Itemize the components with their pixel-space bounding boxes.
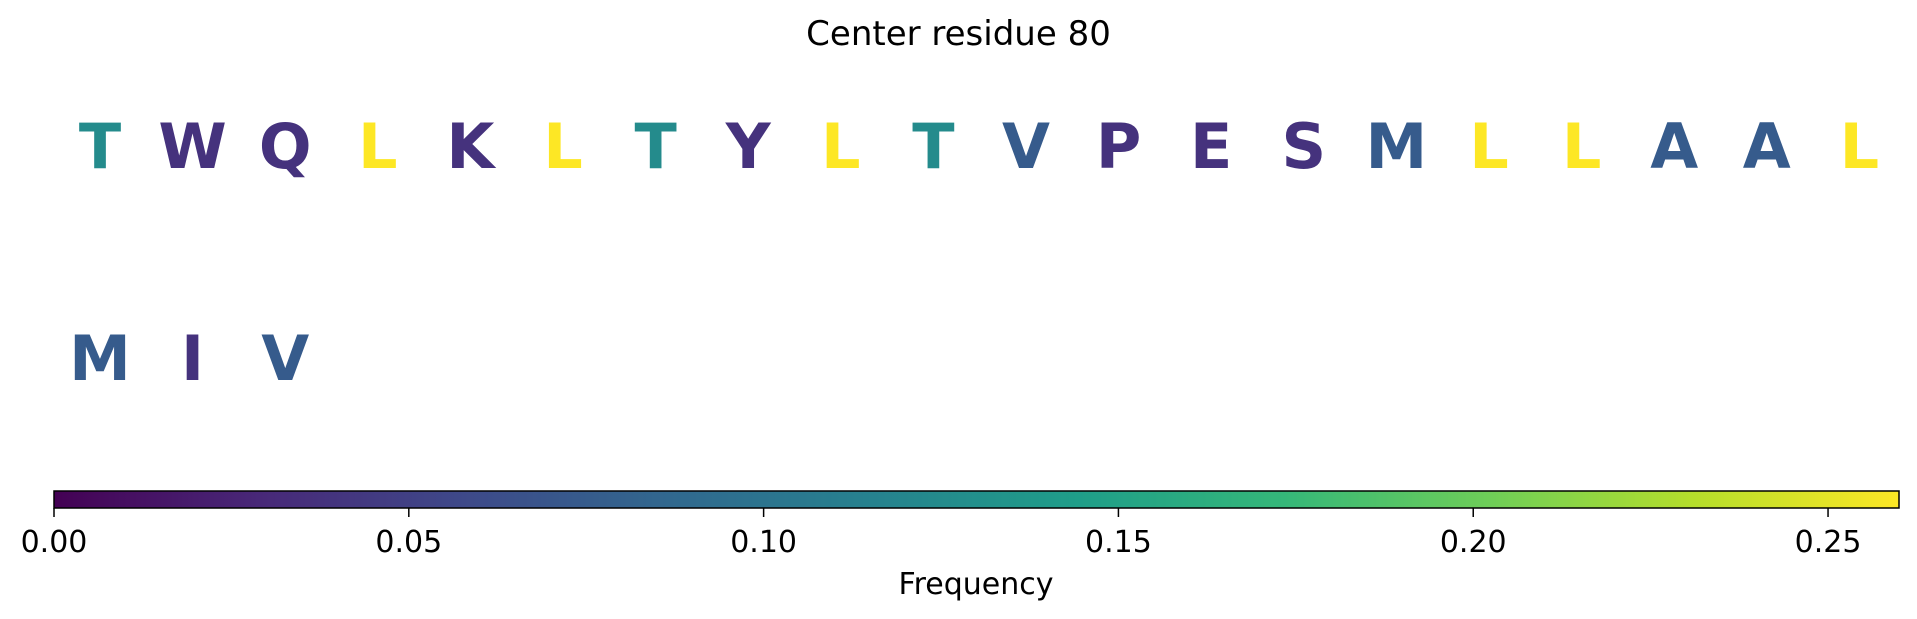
- residue-letter: M: [1366, 110, 1428, 183]
- residue-letter: M: [69, 322, 131, 395]
- colorbar-ticks: 0.00 0.05 0.10 0.15 0.20 0.25: [21, 508, 1862, 560]
- residue-letter: P: [1096, 110, 1141, 183]
- colorbar-tick-label: 0.15: [1085, 525, 1152, 560]
- residue-letters: T W Q L K L T Y L T V P E S M L L A A LM I V: [69, 110, 1879, 395]
- residue-letter: I: [181, 322, 204, 395]
- residue-letter: S: [1281, 110, 1326, 183]
- colorbar-tick-label: 0.10: [730, 525, 797, 560]
- residue-letter: V: [261, 322, 309, 395]
- residue-letter: L: [358, 110, 398, 183]
- residue-letter: T: [912, 110, 954, 183]
- residue-letter: Q: [259, 110, 312, 183]
- colorbar-tick-label: 0.00: [21, 525, 88, 560]
- colorbar-tick-label: 0.25: [1795, 525, 1862, 560]
- residue-letter: W: [158, 110, 226, 183]
- colorbar-gradient: [53, 490, 1900, 509]
- residue-letter: L: [543, 110, 583, 183]
- residue-letter: L: [1469, 110, 1509, 183]
- residue-letter: A: [1650, 110, 1698, 183]
- residue-letter: V: [1002, 110, 1050, 183]
- residue-letter: T: [634, 110, 676, 183]
- residue-letter: L: [821, 110, 861, 183]
- colorbar-tick-label: 0.05: [375, 525, 442, 560]
- residue-letter: A: [1743, 110, 1791, 183]
- residue-letter: K: [446, 110, 496, 183]
- residue-letter: L: [1562, 110, 1602, 183]
- chart-title: Center residue 80: [806, 14, 1111, 54]
- colorbar: 0.00 0.05 0.10 0.15 0.20 0.25 Frequency: [21, 490, 1900, 602]
- colorbar-label: Frequency: [899, 567, 1054, 602]
- residue-letter: Y: [725, 110, 772, 183]
- residue-letter: L: [1840, 110, 1880, 183]
- residue-letter: T: [79, 110, 121, 183]
- colorbar-tick-label: 0.20: [1440, 525, 1507, 560]
- residue-letter: E: [1190, 110, 1232, 183]
